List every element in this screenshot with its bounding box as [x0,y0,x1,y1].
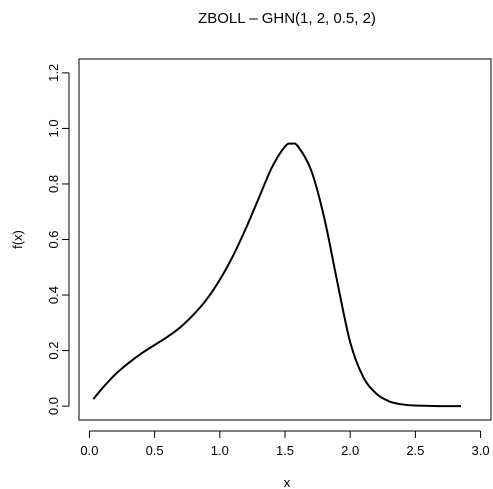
y-tick-label: 1.0 [46,119,61,137]
y-tick-label: 1.2 [46,64,61,82]
plot-frame [78,58,492,421]
x-tick-label: 0.5 [146,443,164,458]
y-axis-label: f(x) [10,230,25,249]
y-tick-label: 0.2 [46,342,61,360]
x-tick-label: 1.0 [211,443,229,458]
y-tick-label: 0.6 [46,230,61,248]
y-tick-label: 0.4 [46,286,61,304]
y-tick-label: 0.0 [46,397,61,415]
y-axis: 0.0 0.2 0.4 0.6 0.8 1.0 1.2 [46,64,70,415]
chart-title: ZBOLL – GHN(1, 2, 0.5, 2) [198,10,376,27]
x-tick-label: 3.0 [472,443,490,458]
x-tick-label: 2.0 [341,443,359,458]
x-axis: 0.0 0.5 1.0 1.5 2.0 2.5 3.0 [80,430,490,458]
x-axis-label: x [284,475,291,489]
x-tick-label: 0.0 [80,443,98,458]
density-curve [92,142,462,408]
x-tick-label: 2.5 [406,443,424,458]
y-tick-label: 0.8 [46,175,61,193]
x-tick-label: 1.5 [276,443,294,458]
